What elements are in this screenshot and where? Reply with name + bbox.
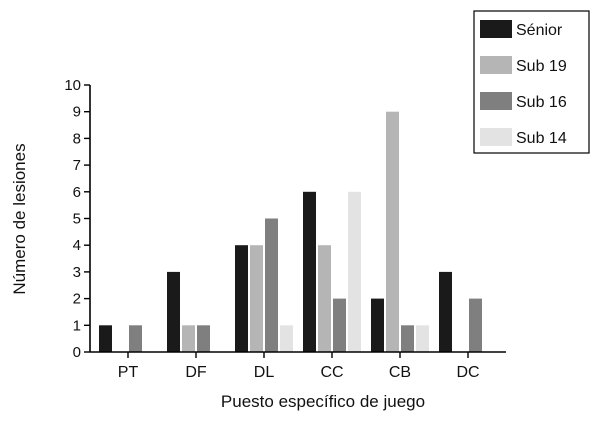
- x-ticks-group: PT DF DL CC CB DC: [118, 352, 480, 381]
- legend-label-sub-16: Sub 16: [516, 94, 567, 111]
- y-tick-label: 5: [73, 211, 81, 228]
- legend-swatch-sub-14: [480, 128, 512, 146]
- x-tick-label-cc: CC: [320, 364, 343, 381]
- x-tick-label-dc: DC: [456, 364, 479, 381]
- legend-swatch-sub-19: [480, 56, 512, 74]
- y-axis-title: Número de lesiones: [10, 143, 29, 294]
- legend: Sénior Sub 19 Sub 16 Sub 14: [473, 10, 590, 154]
- y-tick-label: 0: [73, 344, 81, 361]
- y-tick-label: 9: [73, 104, 81, 121]
- x-axis-title: Puesto específico de juego: [221, 392, 425, 411]
- y-tick-label: 7: [73, 157, 81, 174]
- bar-cb-senior: [371, 298, 384, 352]
- y-tick-label: 2: [73, 291, 81, 308]
- bar-dc-senior: [439, 271, 452, 352]
- x-tick-label-pt: PT: [118, 364, 139, 381]
- bar-cb-sub-16: [401, 325, 414, 352]
- x-tick-label-df: DF: [185, 364, 207, 381]
- bar-cc-sub-19: [318, 245, 331, 352]
- bars-group: [99, 111, 482, 352]
- bar-df-senior: [167, 271, 180, 352]
- bar-cb-sub-14: [416, 325, 429, 352]
- y-tick-label: 8: [73, 130, 81, 147]
- bar-dl-senior: [235, 245, 248, 352]
- bar-dc-sub-16: [469, 298, 482, 352]
- bar-cc-senior: [303, 191, 316, 352]
- bar-dl-sub-19: [250, 245, 263, 352]
- bar-df-sub-16: [197, 325, 210, 352]
- y-tick-label: 4: [73, 237, 81, 254]
- legend-label-sub-14: Sub 14: [516, 130, 567, 147]
- bar-cb-sub-19: [386, 111, 399, 352]
- bar-dl-sub-16: [265, 218, 278, 352]
- y-ticks-group: 0 1 2 3 4 5 6 7 8 9 10: [64, 77, 90, 361]
- x-tick-label-dl: DL: [254, 364, 275, 381]
- x-tick-label-cb: CB: [389, 364, 411, 381]
- bar-pt-senior: [99, 325, 112, 352]
- legend-label-senior: Sénior: [516, 22, 563, 39]
- bar-dl-sub-14: [280, 325, 293, 352]
- y-tick-label: 3: [73, 264, 81, 281]
- bar-cc-sub-14: [348, 191, 361, 352]
- y-tick-label: 1: [73, 317, 81, 334]
- legend-swatch-senior: [480, 20, 512, 38]
- y-tick-label: 10: [64, 77, 81, 94]
- legend-swatch-sub-16: [480, 92, 512, 110]
- y-tick-label: 6: [73, 184, 81, 201]
- bar-df-sub-19: [182, 325, 195, 352]
- bar-cc-sub-16: [333, 298, 346, 352]
- legend-items: Sénior Sub 19 Sub 16 Sub 14: [480, 20, 567, 147]
- legend-label-sub-19: Sub 19: [516, 58, 567, 75]
- bar-pt-sub-16: [129, 325, 142, 352]
